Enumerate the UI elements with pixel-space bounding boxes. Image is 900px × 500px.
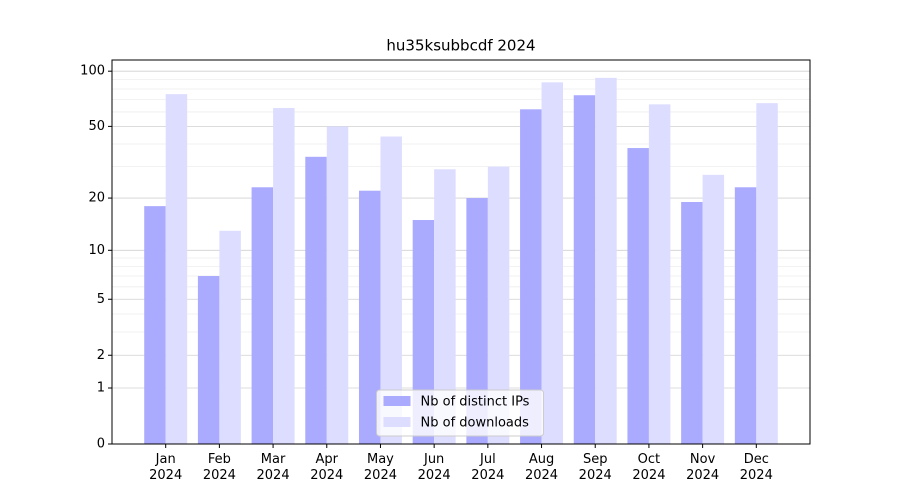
y-tick-label: 10 — [88, 243, 105, 258]
x-tick-label: Oct 2024 — [632, 452, 666, 483]
bar — [434, 169, 456, 444]
bar — [756, 103, 778, 445]
bar — [487, 166, 510, 444]
plot-frame — [111, 59, 811, 445]
x-tick-label: Jan 2024 — [149, 452, 183, 483]
y-tick-label: 5 — [97, 292, 105, 307]
bar — [273, 108, 295, 444]
bar — [648, 104, 671, 445]
bar — [681, 202, 703, 444]
x-tick-label: Jul 2024 — [471, 452, 505, 483]
y-tick-label: 0 — [97, 437, 105, 452]
bar — [412, 220, 435, 444]
bar — [144, 206, 166, 444]
y-tick-label: 20 — [88, 191, 105, 206]
y-tick-label: 2 — [97, 348, 105, 363]
legend-swatch — [383, 396, 411, 406]
bar — [219, 230, 241, 444]
legend-label: Nb of downloads — [421, 416, 530, 431]
bar — [251, 187, 274, 444]
bar — [165, 94, 188, 445]
bar — [358, 190, 381, 444]
x-tick-label: Apr 2024 — [310, 452, 344, 483]
x-tick-label: Jun 2024 — [417, 452, 451, 483]
x-tick-label: Nov 2024 — [686, 452, 720, 483]
y-tick-label: 100 — [80, 64, 105, 79]
bar — [627, 148, 649, 444]
x-tick-label: Feb 2024 — [202, 452, 236, 483]
bar — [734, 187, 757, 444]
legend: Nb of distinct IPs Nb of downloads — [376, 389, 544, 437]
legend-swatch — [383, 417, 411, 427]
legend-label: Nb of distinct IPs — [421, 395, 530, 410]
y-tick-label: 50 — [88, 119, 105, 134]
bar — [466, 198, 488, 444]
x-tick-label: Aug 2024 — [524, 452, 559, 483]
x-tick-label: May 2024 — [363, 452, 397, 483]
bar — [595, 77, 617, 444]
bar — [380, 136, 402, 444]
y-tick-label: 1 — [97, 381, 105, 396]
bar — [197, 276, 220, 444]
legend-box — [376, 389, 544, 437]
x-tick-label: Mar 2024 — [256, 452, 290, 483]
bar — [326, 126, 349, 445]
bar — [541, 82, 564, 444]
chart-title: hu35ksubbcdf 2024 — [386, 37, 535, 55]
bar — [305, 156, 327, 444]
x-tick-label: Dec 2024 — [739, 452, 773, 483]
x-tick-label: Sep 2024 — [578, 452, 612, 483]
bar — [573, 95, 596, 444]
bar — [520, 109, 542, 444]
bar — [702, 174, 725, 444]
